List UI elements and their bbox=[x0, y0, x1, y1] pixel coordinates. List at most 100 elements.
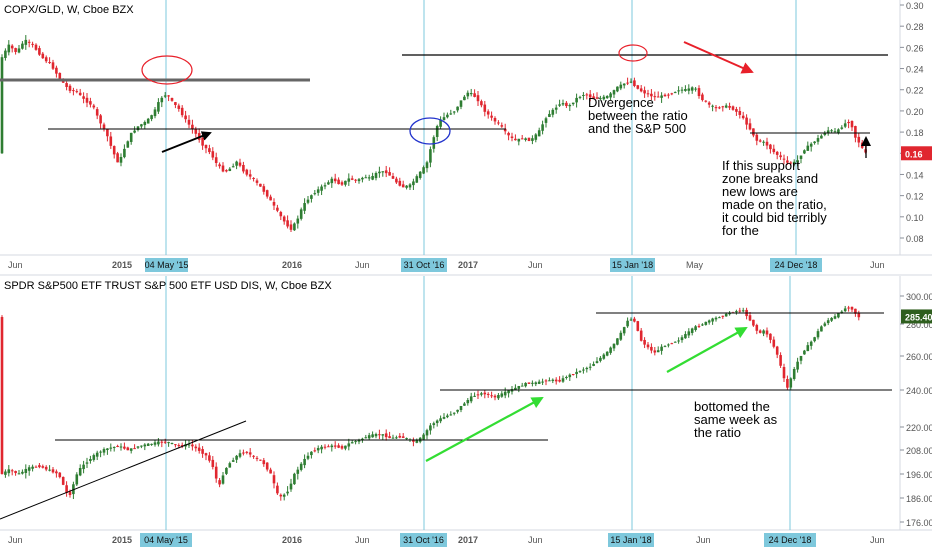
spx-candle-56 bbox=[191, 444, 194, 447]
spx-date-badge-3 bbox=[764, 533, 816, 547]
ratio-price-badge bbox=[901, 146, 932, 161]
spx-candle-52 bbox=[177, 445, 181, 447]
spx-candle-137 bbox=[466, 400, 470, 404]
ratio-candle-117 bbox=[398, 180, 402, 186]
ratio-candle-239 bbox=[813, 141, 816, 144]
spx-candle-78 bbox=[265, 462, 269, 470]
ratio-candle-56 bbox=[191, 124, 194, 130]
ratio-ytick-label-5: 0.20 bbox=[906, 107, 924, 117]
ratio-candle-82 bbox=[279, 212, 283, 217]
ratio-candle-34 bbox=[116, 153, 119, 163]
ratio-candle-209 bbox=[711, 105, 714, 107]
divergence-line-2: between the ratio bbox=[588, 108, 688, 123]
spx-candle-58 bbox=[197, 447, 201, 451]
spx-candle-113 bbox=[384, 433, 388, 438]
spx-candle-37 bbox=[126, 447, 130, 451]
spx-candle-94 bbox=[320, 446, 323, 450]
ratio-candle-144 bbox=[490, 115, 493, 118]
spx-candle-159 bbox=[541, 381, 544, 383]
spx-candle-192 bbox=[653, 350, 657, 353]
ratio-candle-70 bbox=[238, 162, 242, 166]
ratio-candle-171 bbox=[582, 94, 585, 96]
spx-candle-178 bbox=[605, 351, 609, 356]
spx-candle-174 bbox=[592, 363, 595, 366]
spx-candle-22 bbox=[75, 474, 79, 485]
ratio-candle-83 bbox=[282, 216, 286, 222]
ratio-candle-169 bbox=[575, 97, 578, 103]
ratio-candle-2 bbox=[7, 44, 11, 53]
ratio-candle-52 bbox=[177, 105, 181, 109]
ratio-candle-59 bbox=[201, 137, 204, 146]
ratio-candle-192 bbox=[653, 96, 657, 98]
support-line-5: it could bid terribly bbox=[722, 210, 827, 225]
ratio-candle-152 bbox=[517, 138, 521, 142]
spx-candle-67 bbox=[228, 463, 232, 468]
support-line-6: for the bbox=[722, 223, 759, 238]
spx-candle-155 bbox=[527, 382, 531, 384]
ratio-candle-29 bbox=[99, 115, 102, 124]
ratio-candle-24 bbox=[82, 96, 85, 99]
ratio-candle-121 bbox=[412, 181, 415, 186]
ratio-candle-65 bbox=[221, 165, 225, 172]
spx-candle-140 bbox=[476, 394, 480, 396]
ratio-candle-5 bbox=[17, 48, 21, 53]
blue-ellipse-2016-breakout bbox=[409, 117, 451, 145]
spx-candle-84 bbox=[286, 491, 289, 494]
ratio-candle-132 bbox=[449, 113, 453, 115]
ratio-candle-116 bbox=[395, 178, 398, 183]
top-time-axis: Jun 2015 2016 Jun 2017 Jun May Jun 04 May '15 31 … bbox=[8, 258, 885, 272]
ratio-candle-111 bbox=[378, 171, 381, 174]
bottom-candles bbox=[0, 305, 861, 501]
spx-candle-5 bbox=[17, 473, 21, 475]
spx-candle-43 bbox=[146, 443, 150, 446]
ratio-candle-62 bbox=[211, 151, 215, 158]
ratio-candle-223 bbox=[758, 140, 762, 142]
spx-candle-61 bbox=[208, 455, 211, 461]
ratio-candle-54 bbox=[184, 115, 187, 120]
ratio-xtick-0: Jun bbox=[8, 260, 23, 270]
spx-candle-72 bbox=[245, 451, 249, 453]
ratio-candle-199 bbox=[677, 90, 680, 92]
spx-price-badge-label: 285.40 bbox=[905, 312, 932, 322]
ratio-candle-120 bbox=[408, 184, 412, 188]
ratio-candle-185 bbox=[629, 81, 633, 83]
ratio-candle-227 bbox=[772, 148, 776, 153]
spx-candle-116 bbox=[395, 437, 398, 439]
black-arrow-up bbox=[161, 131, 212, 153]
ratio-candle-64 bbox=[218, 164, 221, 167]
spx-candle-153 bbox=[520, 385, 524, 387]
spx-candle-79 bbox=[269, 469, 272, 474]
spx-candle-121 bbox=[412, 440, 415, 442]
ratio-ytick-label-9: 0.12 bbox=[906, 192, 924, 202]
ratio-candle-244 bbox=[830, 130, 833, 132]
spx-candle-117 bbox=[398, 435, 402, 438]
ratio-candle-187 bbox=[636, 85, 640, 89]
ratio-candle-137 bbox=[466, 92, 470, 97]
spx-candle-17 bbox=[58, 472, 62, 478]
ratio-candle-93 bbox=[316, 189, 320, 193]
ratio-candle-35 bbox=[119, 157, 123, 163]
top-chart-title: COPX/GLD, W, Cboe BZX bbox=[4, 4, 134, 16]
spx-candle-92 bbox=[313, 450, 317, 452]
ratio-candle-151 bbox=[514, 138, 517, 141]
ratio-ytick-label-10: 0.10 bbox=[906, 213, 924, 223]
ratio-candle-51 bbox=[174, 102, 177, 106]
spx-candle-32 bbox=[109, 447, 113, 449]
ratio-candle-112 bbox=[381, 171, 385, 173]
ratio-candle-190 bbox=[646, 93, 650, 95]
spx-candle-51 bbox=[174, 444, 177, 446]
spx-date-badge-label-3: 24 Dec '18 bbox=[769, 535, 812, 545]
spx-price-badge bbox=[901, 309, 932, 324]
ratio-candle-33 bbox=[112, 146, 116, 155]
spx-ytick-label-5: 208.00 bbox=[906, 446, 932, 456]
spx-candle-201 bbox=[684, 334, 687, 339]
ratio-candle-206 bbox=[701, 94, 704, 101]
spx-ytick-label-7: 186.00 bbox=[906, 494, 932, 504]
spx-candle-244 bbox=[830, 317, 833, 321]
spx-candle-139 bbox=[473, 395, 476, 397]
ratio-candle-100 bbox=[340, 182, 344, 185]
ratio-candle-84 bbox=[286, 220, 289, 227]
spx-candle-4 bbox=[14, 470, 17, 474]
spx-candle-89 bbox=[303, 458, 306, 466]
